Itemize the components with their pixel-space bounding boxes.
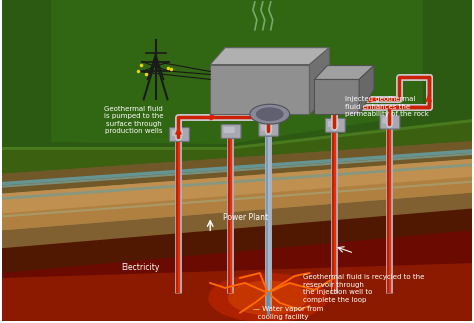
Polygon shape — [2, 141, 472, 321]
Text: Electricity: Electricity — [122, 263, 160, 272]
Polygon shape — [2, 119, 472, 321]
Text: Geothermal fluid is recycled to the
reservoir through
the injection well to
comp: Geothermal fluid is recycled to the rese… — [303, 274, 424, 303]
FancyBboxPatch shape — [380, 115, 400, 129]
FancyBboxPatch shape — [172, 130, 183, 136]
Polygon shape — [2, 230, 472, 321]
Polygon shape — [2, 141, 472, 193]
Polygon shape — [2, 119, 472, 174]
Polygon shape — [2, 0, 472, 147]
FancyBboxPatch shape — [261, 125, 272, 131]
Polygon shape — [310, 48, 329, 114]
Polygon shape — [2, 119, 472, 321]
Polygon shape — [51, 0, 423, 144]
Text: Geothermal fluid
is pumped to the
surface through
production wells: Geothermal fluid is pumped to the surfac… — [104, 106, 163, 134]
Polygon shape — [359, 66, 374, 114]
Polygon shape — [2, 177, 472, 321]
Ellipse shape — [228, 280, 308, 315]
Polygon shape — [2, 213, 472, 321]
FancyBboxPatch shape — [259, 122, 279, 136]
Polygon shape — [314, 66, 374, 79]
Polygon shape — [2, 194, 472, 321]
Polygon shape — [2, 238, 472, 321]
FancyBboxPatch shape — [383, 118, 393, 124]
Text: Injected geothermal
fluid enhances the
permeability of the rock: Injected geothermal fluid enhances the p… — [345, 96, 429, 117]
FancyBboxPatch shape — [224, 127, 235, 133]
Ellipse shape — [208, 273, 328, 323]
FancyBboxPatch shape — [325, 118, 345, 132]
Polygon shape — [2, 263, 472, 321]
Ellipse shape — [250, 104, 290, 124]
FancyBboxPatch shape — [221, 125, 241, 139]
Polygon shape — [210, 65, 310, 114]
FancyBboxPatch shape — [328, 121, 339, 127]
FancyBboxPatch shape — [170, 128, 189, 141]
Polygon shape — [210, 48, 329, 65]
Polygon shape — [2, 159, 472, 214]
Polygon shape — [2, 177, 472, 230]
Polygon shape — [2, 159, 472, 321]
Ellipse shape — [256, 107, 283, 121]
Polygon shape — [2, 0, 472, 147]
Polygon shape — [2, 193, 472, 248]
Text: — Water vapor from
  cooling facility: — Water vapor from cooling facility — [254, 306, 324, 320]
Polygon shape — [314, 79, 359, 114]
Polygon shape — [2, 119, 472, 150]
Text: Power Plant: Power Plant — [223, 213, 268, 222]
Polygon shape — [2, 209, 472, 273]
